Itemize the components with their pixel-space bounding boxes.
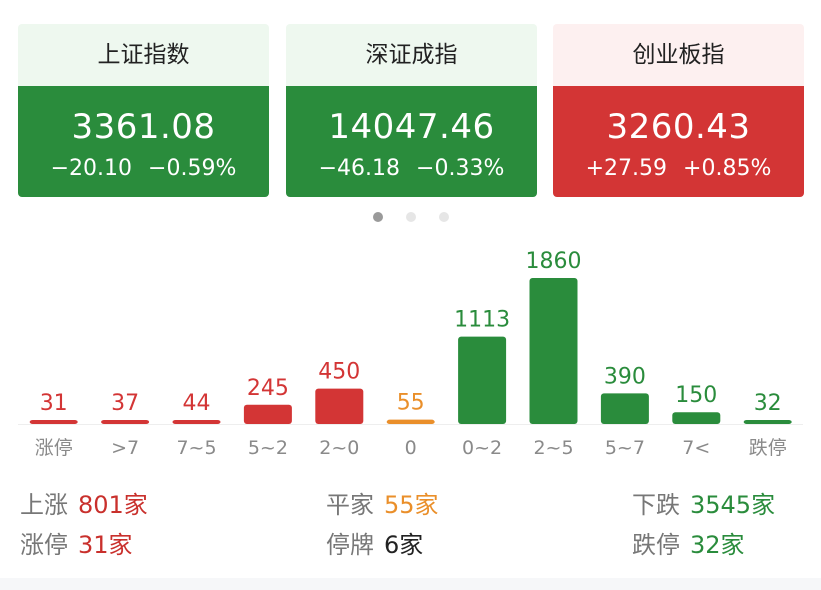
bar-value-label: 1113 [454,308,510,333]
stat-flat: 平家 55家 [326,485,439,520]
index-name: 深证成指 [286,24,537,86]
price-change-distribution-chart: 31 涨停 37 >7 44 7~5 245 5~2 450 2~0 55 0 1113 0~2 1860 2… [18,249,803,459]
carousel-dot[interactable] [439,212,449,222]
stat-limit-down: 跌停 32家 [632,525,745,560]
x-tick-label: >7 [111,437,139,459]
index-change: −20.10 [50,156,133,181]
stat-label: 平家 [326,491,374,519]
stat-value: 6家 [384,531,424,559]
stat-label: 涨停 [20,531,68,559]
stat-label: 跌停 [632,531,680,559]
market-stats: 上涨 801家 涨停 31家 平家 55家 停牌 6家 下跌 3545家 跌停 32家 [0,480,821,570]
bar-value-label: 150 [675,383,717,408]
bar-value-label: 245 [247,376,289,401]
index-card-shanghai[interactable]: 上证指数 3361.08 −20.10 −0.59% [18,24,269,197]
stat-label: 上涨 [20,491,68,519]
x-tick-label: 5~2 [248,437,288,459]
index-value: 14047.46 [328,107,495,147]
stat-value: 801家 [78,491,148,519]
stat-label: 下跌 [632,491,680,519]
x-tick-label: 2~0 [319,437,359,459]
index-change-pct: −0.59% [148,156,237,181]
bar-value-label: 55 [397,391,425,416]
index-name: 上证指数 [18,24,269,86]
x-tick-label: 2~5 [533,437,573,459]
bar-value-label: 32 [754,391,782,416]
bar-value-label: 31 [40,391,68,416]
bar[interactable] [743,420,792,424]
stat-label: 停牌 [326,531,374,559]
bar[interactable] [172,420,221,424]
stat-value: 55家 [384,491,439,519]
bar[interactable] [315,388,364,424]
bar[interactable] [29,420,78,424]
index-change-pct: +0.85% [683,156,772,181]
bar-value-label: 44 [183,391,211,416]
bar-value-label: 390 [604,364,646,389]
bar-value-label: 37 [111,391,139,416]
index-value: 3260.43 [606,107,751,147]
x-tick-label: 涨停 [35,437,73,459]
carousel-dot[interactable] [406,212,416,222]
stat-suspended: 停牌 6家 [326,525,423,560]
bar[interactable] [529,278,578,424]
stat-value: 32家 [690,531,745,559]
bar[interactable] [243,404,292,424]
section-divider [0,578,821,590]
bar[interactable] [672,412,721,424]
carousel-indicator[interactable] [0,212,821,226]
index-name: 创业板指 [553,24,804,86]
stat-value: 3545家 [690,491,776,519]
index-cards: 上证指数 3361.08 −20.10 −0.59% 深证成指 14047.46 … [18,24,804,197]
index-change: +27.59 [585,156,668,181]
x-tick-label: 跌停 [749,437,787,459]
bar[interactable] [458,336,507,424]
x-tick-label: 7~5 [176,437,216,459]
stat-limit-up: 涨停 31家 [20,525,133,560]
index-value: 3361.08 [71,107,216,147]
stat-down: 下跌 3545家 [632,485,775,520]
bar[interactable] [600,393,649,424]
bar-value-label: 1860 [526,249,582,274]
index-change-pct: −0.33% [416,156,505,181]
bar[interactable] [386,419,435,424]
stat-value: 31家 [78,531,133,559]
bar-value-label: 450 [318,360,360,385]
index-change: −46.18 [318,156,401,181]
x-tick-label: 7< [682,437,710,459]
index-card-shenzhen[interactable]: 深证成指 14047.46 −46.18 −0.33% [286,24,537,197]
x-tick-label: 0 [405,437,417,459]
x-tick-label: 5~7 [605,437,645,459]
bar[interactable] [101,420,150,424]
index-card-chinext[interactable]: 创业板指 3260.43 +27.59 +0.85% [553,24,804,197]
stat-up: 上涨 801家 [20,485,148,520]
x-tick-label: 0~2 [462,437,502,459]
carousel-dot-active[interactable] [373,212,383,222]
